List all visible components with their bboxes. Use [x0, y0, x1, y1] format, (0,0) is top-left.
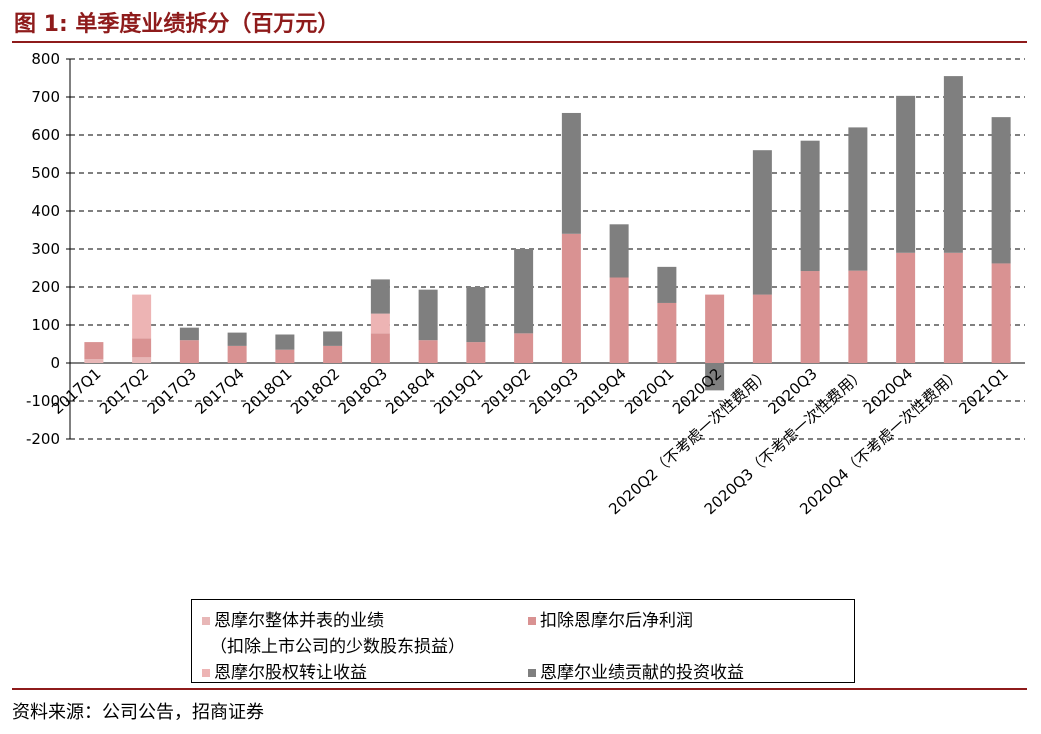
bar-segment-net-profit [514, 333, 534, 363]
x-tick-label: 2019Q4 [574, 365, 630, 418]
bars [84, 76, 1011, 391]
legend: 恩摩尔整体并表的业绩 （扣除上市公司的少数股东损益） 扣除恩摩尔后净利润 恩摩尔… [191, 599, 855, 683]
legend-label: 恩摩尔业绩贡献的投资收益 [540, 663, 744, 683]
x-tick-label: 2018Q4 [383, 365, 439, 418]
x-tick-label: 2018Q1 [239, 365, 295, 418]
bar-chart: -200 -100 0 100 200 300 400 500 600 700 800 2017Q1… [26, 50, 1025, 519]
x-tick-label: 2017Q3 [144, 365, 200, 418]
bar-segment-investment-income [466, 287, 486, 343]
x-tick-label: 2017Q2 [96, 365, 152, 418]
bar-segment-net-profit [943, 252, 963, 363]
bar-segment-investment-income [370, 279, 390, 314]
y-tick-label: -200 [26, 430, 60, 448]
bar-segment-net-profit [466, 342, 486, 363]
x-axis-labels: 2017Q12017Q22017Q32017Q42018Q12018Q22018… [48, 365, 1012, 519]
legend-item-equity-transfer: 恩摩尔股权转让收益 [202, 658, 367, 683]
bar-segment-net-profit [179, 340, 199, 363]
x-tick-label: 2019Q3 [526, 365, 582, 418]
legend-swatch [202, 617, 210, 625]
legend-label: 恩摩尔整体并表的业绩 [214, 611, 384, 631]
x-tick-label: 2020Q1 [621, 365, 677, 418]
bar-segment-net-profit [609, 277, 629, 363]
y-tick-label: 400 [31, 202, 60, 220]
bar-segment-net-profit [227, 345, 247, 363]
legend-item-investment-income: 恩摩尔业绩贡献的投资收益 [528, 658, 744, 683]
bar-segment-investment-income [705, 363, 725, 391]
bar-segment-net-profit [705, 294, 725, 363]
bar-segment-net-profit [132, 338, 152, 358]
bar-segment-investment-income [418, 289, 438, 341]
bar-segment-net-profit [323, 345, 343, 363]
y-tick-label: 100 [31, 316, 60, 334]
legend-swatch [202, 669, 210, 677]
bar-segment-net-profit [561, 233, 581, 363]
bar-segment-investment-income [179, 327, 199, 341]
legend-label: 扣除恩摩尔后净利润 [540, 611, 693, 631]
bar-segment-investment-income [657, 266, 677, 303]
bar-segment-investment-income [991, 117, 1011, 264]
bar-segment-net-profit [418, 340, 438, 363]
x-tick-label: 2018Q2 [287, 365, 343, 418]
y-tick-label: 0 [50, 354, 60, 372]
source-note: 资料来源：公司公告，招商证券 [12, 702, 264, 723]
bar-segment-investment-income [275, 334, 295, 350]
y-axis: -200 -100 0 100 200 300 400 500 600 700 800 [26, 50, 1025, 448]
bar-segment-investment-income [943, 76, 963, 253]
x-tick-label: 2017Q4 [192, 365, 248, 418]
legend-item-whole-consolidated: 恩摩尔整体并表的业绩 [202, 606, 384, 631]
bar-segment-investment-income [323, 331, 343, 346]
bar-segment-investment-income [800, 140, 820, 272]
bar-segment-whole-consolidated [84, 359, 104, 363]
bar-segment-equity-transfer [370, 313, 390, 334]
y-tick-label: -100 [26, 392, 60, 410]
legend-swatch [528, 669, 536, 677]
bar-segment-investment-income [561, 112, 581, 234]
bar-segment-net-profit [991, 263, 1011, 363]
source-rule [12, 688, 1027, 690]
title-rule [12, 41, 1027, 43]
x-tick-label: 2019Q1 [430, 365, 486, 418]
y-tick-label: 500 [31, 164, 60, 182]
bar-segment-investment-income [514, 249, 534, 334]
bar-segment-net-profit [896, 252, 916, 363]
bar-segment-investment-income [848, 127, 868, 271]
x-tick-label: 2021Q1 [956, 365, 1012, 418]
bar-segment-net-profit [657, 302, 677, 363]
bar-segment-investment-income [896, 95, 916, 253]
bar-segment-net-profit [275, 349, 295, 363]
bar-segment-net-profit [800, 271, 820, 363]
legend-label: 恩摩尔股权转让收益 [214, 663, 367, 683]
legend-sublabel: （扣除上市公司的少数股东损益） [210, 637, 465, 657]
x-tick-label: 2019Q2 [478, 365, 534, 418]
legend-item-whole-consolidated-note: （扣除上市公司的少数股东损益） [210, 632, 465, 657]
bar-segment-investment-income [752, 150, 772, 295]
gridlines [70, 58, 1025, 440]
figure-title: 图 1: 单季度业绩拆分（百万元） [14, 12, 340, 37]
y-tick-label: 700 [31, 88, 60, 106]
bar-segment-net-profit [370, 333, 390, 363]
bar-segment-net-profit [848, 270, 868, 363]
bar-segment-net-profit [752, 294, 772, 363]
bar-segment-net-profit [84, 342, 104, 360]
bar-segment-equity-transfer [132, 294, 152, 339]
bar-segment-whole-consolidated [132, 357, 152, 363]
y-tick-label: 200 [31, 278, 60, 296]
bar-segment-investment-income [227, 332, 247, 346]
y-tick-label: 800 [31, 50, 60, 68]
legend-item-net-profit: 扣除恩摩尔后净利润 [528, 606, 693, 631]
y-tick-label: 300 [31, 240, 60, 258]
legend-swatch [528, 617, 536, 625]
bar-segment-investment-income [609, 224, 629, 278]
x-tick-label: 2018Q3 [335, 365, 391, 418]
y-tick-label: 600 [31, 126, 60, 144]
